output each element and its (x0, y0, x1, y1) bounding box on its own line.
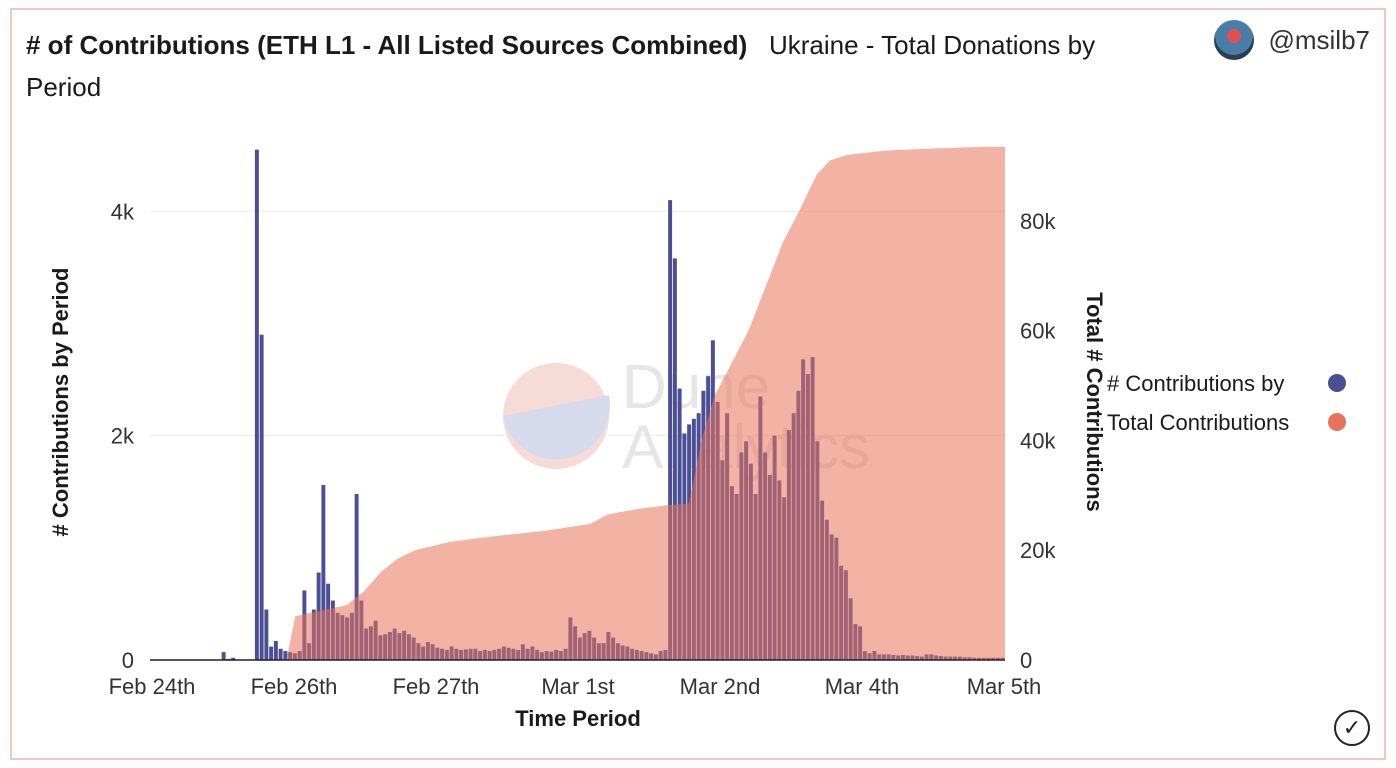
chart-header: # of Contributions (ETH L1 - All Listed … (26, 24, 1176, 108)
legend-dot-contributions[interactable] (1328, 374, 1346, 392)
legend-dot-total[interactable] (1328, 413, 1346, 431)
chart-subtitle: Ukraine - Total Donations by Period (26, 30, 1096, 102)
x-tick-label: Feb 24th (109, 674, 196, 699)
y-left-tick-label: 2k (111, 424, 135, 449)
bar[interactable] (259, 334, 264, 660)
x-axis-label: Time Period (515, 706, 641, 731)
user-badge[interactable]: @msilb7 (1214, 20, 1370, 60)
bar[interactable] (278, 648, 283, 660)
x-tick-label: Feb 27th (393, 674, 480, 699)
legend: # Contributions by Total Contributions (1105, 366, 1346, 436)
bar[interactable] (668, 200, 673, 660)
x-tick-label: Mar 2nd (680, 674, 761, 699)
y-right-tick-label: 80k (1020, 209, 1056, 234)
y-right-tick-label: 0 (1020, 648, 1032, 673)
x-tick-label: Mar 4th (825, 674, 900, 699)
chart-title: # of Contributions (ETH L1 - All Listed … (26, 30, 748, 60)
y-right-tick-label: 20k (1020, 538, 1056, 563)
y-left-tick-label: 0 (122, 648, 134, 673)
y-right-tick-label: 60k (1020, 319, 1056, 344)
avatar[interactable] (1214, 20, 1255, 60)
y-right-tick-label: 40k (1020, 428, 1056, 453)
bar[interactable] (231, 657, 236, 660)
y-right-axis-label: Total # Contributions (1082, 292, 1107, 512)
watermark-logo-shade (503, 395, 611, 460)
x-tick-label: Mar 5th (967, 674, 1042, 699)
bar[interactable] (273, 640, 278, 660)
bar[interactable] (283, 651, 288, 660)
bar[interactable] (269, 646, 274, 660)
y-left-tick-label: 4k (111, 199, 135, 224)
y-left-tick-labels: 0 2k 4k (111, 199, 135, 673)
legend-label-contributions[interactable]: # Contributions by (1107, 371, 1284, 396)
check-icon[interactable]: ✓ (1334, 710, 1370, 746)
area-series (150, 146, 1005, 661)
bar[interactable] (672, 258, 677, 660)
bar[interactable] (254, 149, 259, 661)
bar[interactable] (321, 485, 326, 660)
bar[interactable] (221, 652, 226, 660)
y-left-axis-label: # Contributions by Period (48, 268, 73, 537)
x-tick-label: Feb 26th (251, 674, 338, 699)
bar[interactable] (264, 609, 269, 660)
x-tick-labels: Feb 24th Feb 26th Feb 27th Mar 1st Mar 2nd Ma… (109, 674, 1042, 699)
legend-label-total[interactable]: Total Contributions (1107, 410, 1289, 435)
bar[interactable] (354, 493, 359, 660)
y-right-tick-labels: 0 20k 40k 60k 80k (1020, 209, 1056, 673)
user-handle[interactable]: @msilb7 (1268, 24, 1370, 55)
x-tick-label: Mar 1st (541, 674, 614, 699)
